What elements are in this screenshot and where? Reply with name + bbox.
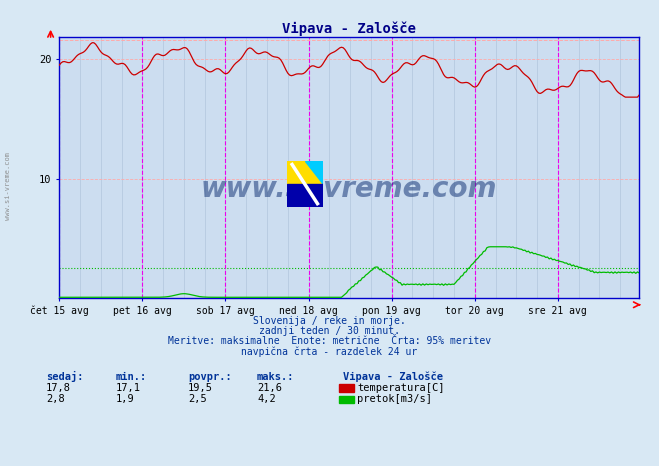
Text: Meritve: maksimalne  Enote: metrične  Črta: 95% meritev: Meritve: maksimalne Enote: metrične Črta…: [168, 336, 491, 346]
Text: 17,8: 17,8: [46, 383, 71, 392]
Polygon shape: [287, 184, 323, 207]
Text: 1,9: 1,9: [115, 394, 134, 404]
Polygon shape: [287, 161, 323, 184]
Text: temperatura[C]: temperatura[C]: [357, 383, 445, 392]
Text: povpr.:: povpr.:: [188, 372, 231, 382]
Title: Vipava - Zalošče: Vipava - Zalošče: [282, 21, 416, 36]
Text: Slovenija / reke in morje.: Slovenija / reke in morje.: [253, 316, 406, 326]
Text: 2,8: 2,8: [46, 394, 65, 404]
Text: min.:: min.:: [115, 372, 146, 382]
Text: www.si-vreme.com: www.si-vreme.com: [201, 175, 498, 203]
Text: zadnji teden / 30 minut.: zadnji teden / 30 minut.: [259, 326, 400, 336]
Text: 21,6: 21,6: [257, 383, 282, 392]
Text: 19,5: 19,5: [188, 383, 213, 392]
Text: maks.:: maks.:: [257, 372, 295, 382]
Text: 4,2: 4,2: [257, 394, 275, 404]
Text: Vipava - Zalošče: Vipava - Zalošče: [343, 371, 443, 382]
Text: 17,1: 17,1: [115, 383, 140, 392]
Text: 2,5: 2,5: [188, 394, 206, 404]
Text: www.si-vreme.com: www.si-vreme.com: [5, 152, 11, 220]
Text: pretok[m3/s]: pretok[m3/s]: [357, 394, 432, 404]
Text: sedaj:: sedaj:: [46, 371, 84, 382]
Polygon shape: [304, 161, 323, 184]
Text: navpična črta - razdelek 24 ur: navpična črta - razdelek 24 ur: [241, 346, 418, 356]
